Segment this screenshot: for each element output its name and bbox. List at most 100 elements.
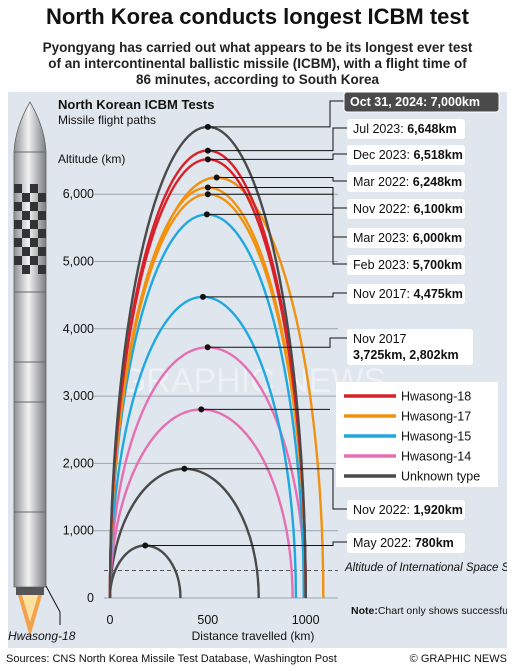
legend-label: Hwasong-18 <box>401 390 471 404</box>
callout-label: Nov 2022: 6,100km <box>353 202 463 216</box>
callout-label: Oct 31, 2024: 7,000km <box>350 95 480 109</box>
rocket-nozzle <box>16 587 44 595</box>
icbm-flight-path-chart: North Korean ICBM Tests Missile flight p… <box>8 91 515 643</box>
chart-title: North Korean ICBM Tests <box>58 97 215 112</box>
y-tick-label: 0 <box>87 591 94 605</box>
rocket-checker <box>38 247 46 256</box>
callout-box <box>347 255 465 275</box>
rocket-checker <box>38 193 46 202</box>
flight-path <box>108 544 182 599</box>
rocket-checker <box>14 202 22 211</box>
callout-leader <box>207 337 347 348</box>
rocket-checker <box>22 229 30 238</box>
rocket-checker <box>14 184 22 193</box>
callout-label: Dec 2023: 6,518km <box>353 148 463 162</box>
callout-leader <box>207 153 347 160</box>
x-tick-label: 0 <box>107 613 114 627</box>
flight-path <box>108 408 294 599</box>
note: Note:Chart only shows successful tests f… <box>351 605 507 617</box>
flight-callouts: Oct 31, 2024: 7,000km Jul 2023: 6,648km De… <box>142 91 500 553</box>
rocket-checker <box>30 184 38 193</box>
rocket-checker <box>38 265 46 274</box>
chart-panel: North Korean ICBM Tests Missile flight p… <box>8 91 515 648</box>
legend: Hwasong-18 Hwasong-17 Hwasong-15 Hwasong-14… <box>336 382 498 487</box>
callout-leader <box>207 100 344 128</box>
y-tick-label: 2,000 <box>63 456 94 470</box>
rocket-exhaust-core <box>22 595 38 622</box>
callout-label: May 2022: 780km <box>353 536 454 550</box>
rocket-checker <box>22 265 30 274</box>
legend-label: Hwasong-14 <box>401 450 471 464</box>
callout-date: Feb 2023: <box>353 258 413 272</box>
callout-box <box>347 500 465 520</box>
callout-label: Jul 2023: 6,648km <box>353 122 457 136</box>
rocket-checker <box>30 202 38 211</box>
rocket-checker <box>14 256 22 265</box>
legend-label: Unknown type <box>401 470 480 484</box>
callout-date: Mar 2022: <box>353 175 413 189</box>
rocket-checker <box>38 229 46 238</box>
callout-apogee: 3,725km, 2,802km <box>353 348 459 362</box>
rocket-checker <box>14 220 22 229</box>
x-tick-label: 500 <box>197 613 218 627</box>
callout-box <box>347 329 473 365</box>
callout-label: Mar 2023: 6,000km <box>353 231 462 245</box>
callout-leader <box>207 186 347 209</box>
callout-leader <box>216 177 347 182</box>
callout-date: Nov 2022: <box>353 503 413 517</box>
callout-apogee: 6,248km <box>413 175 462 189</box>
rocket-checker <box>22 193 30 202</box>
callout-apogee: 6,100km <box>413 202 462 216</box>
callout-apogee: 7,000km <box>431 95 480 109</box>
rocket-label: Hwasong-18 <box>8 629 76 643</box>
callout-apogee: 6,648km <box>407 122 456 136</box>
x-axis-ticks: 0 500 1000 <box>104 597 338 627</box>
callout-label: Nov 2017 3,725km, 2,802km <box>353 332 459 362</box>
rocket-checker <box>30 238 38 247</box>
rocket-checker <box>30 256 38 265</box>
legend-label: Hwasong-17 <box>401 410 471 424</box>
callout-date: Jul 2023: <box>353 122 407 136</box>
y-tick-label: 3,000 <box>63 389 94 403</box>
callout-apogee: 6,518km <box>413 148 462 162</box>
sources-footer: Sources: CNS North Korea Missile Test Da… <box>6 653 337 665</box>
callout-apogee: 6,000km <box>413 231 462 245</box>
note-bold: Note: <box>351 605 378 617</box>
hwasong-18-rocket-illustration <box>13 101 61 637</box>
flight-path <box>108 467 260 599</box>
callout-date: May 2022: <box>353 536 415 550</box>
callout-box <box>347 228 465 248</box>
callout-label: Nov 2017: 4,475km <box>353 287 463 301</box>
callout-box <box>347 172 465 192</box>
chart-subtitle: Missile flight paths <box>58 113 156 127</box>
note-text: Chart only shows successful tests for wh… <box>378 605 507 617</box>
y-tick-label: 4,000 <box>63 322 94 336</box>
rocket-leader <box>45 585 61 613</box>
legend-label: Hwasong-15 <box>401 430 471 444</box>
callout-leader <box>207 193 347 238</box>
rocket-checker <box>22 247 30 256</box>
callout-apogee: 780km <box>415 536 454 550</box>
iss-label: Altitude of International Space Station <box>344 562 507 574</box>
callout-box <box>347 119 465 139</box>
rocket-body <box>13 101 47 588</box>
rocket-checker <box>22 211 30 220</box>
callout-leader <box>184 468 347 510</box>
callout-leader <box>202 292 347 298</box>
credit-footer: © GRAPHIC NEWS <box>409 653 507 665</box>
callout-box <box>347 145 465 165</box>
callout-box <box>347 199 465 219</box>
callout-date: Mar 2023: <box>353 231 413 245</box>
callout-date: Oct 31, 2024: <box>350 95 431 109</box>
page-subtitle: Pyongyang has carried out what appears t… <box>42 40 473 87</box>
callout-date: Nov 2017: <box>353 287 413 301</box>
callout-box <box>347 284 465 304</box>
callout-date: Nov 2017 <box>353 332 407 346</box>
x-axis-label: Distance travelled (km) <box>192 629 315 643</box>
x-tick-label: 1000 <box>292 613 320 627</box>
callout-leader <box>145 541 347 547</box>
callout-apogee: 1,920km <box>413 503 462 517</box>
page-title: North Korea conducts longest ICBM test <box>46 4 469 29</box>
y-axis-label: Altitude (km) <box>58 152 125 166</box>
callout-date: Dec 2023: <box>353 148 413 162</box>
